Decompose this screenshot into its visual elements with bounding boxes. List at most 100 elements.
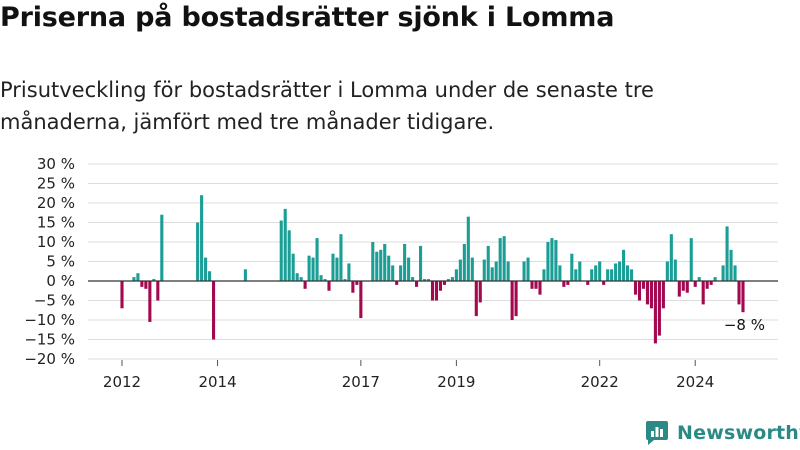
bar bbox=[279, 220, 283, 281]
bar bbox=[629, 269, 634, 281]
x-tick-label: 2012 bbox=[103, 373, 141, 391]
bar bbox=[498, 238, 502, 281]
bar bbox=[152, 279, 156, 281]
bar bbox=[466, 216, 470, 281]
bar bbox=[319, 275, 323, 281]
bar bbox=[430, 281, 435, 301]
bar bbox=[331, 253, 335, 281]
bar bbox=[438, 281, 443, 291]
bar bbox=[434, 281, 439, 301]
y-tick-label: 10 % bbox=[37, 233, 75, 251]
bar bbox=[486, 245, 490, 281]
bar bbox=[578, 261, 582, 281]
bar bbox=[618, 261, 622, 281]
bar bbox=[395, 281, 399, 285]
bar bbox=[355, 281, 359, 285]
bar bbox=[160, 214, 164, 281]
bar bbox=[550, 238, 554, 281]
bar bbox=[299, 277, 303, 281]
bar bbox=[502, 236, 506, 281]
bar bbox=[661, 281, 665, 309]
y-tick-label: 5 % bbox=[46, 253, 75, 271]
bar bbox=[693, 281, 697, 287]
bar bbox=[586, 281, 590, 285]
bar bbox=[287, 230, 291, 281]
last-value-label: −8 % bbox=[724, 316, 765, 334]
bar bbox=[156, 281, 160, 301]
bar bbox=[697, 277, 701, 281]
bar bbox=[474, 281, 478, 317]
bar bbox=[136, 273, 140, 281]
bar bbox=[335, 257, 339, 281]
y-tick-label: −15 % bbox=[24, 331, 75, 349]
bar bbox=[522, 261, 526, 281]
bar bbox=[570, 253, 574, 281]
bar bbox=[725, 226, 729, 281]
chart-title: Priserna på bostadsrätter sjönk i Lomma bbox=[0, 2, 615, 33]
y-tick-label: −20 % bbox=[24, 350, 75, 368]
bar bbox=[446, 279, 450, 281]
y-tick-label: 0 % bbox=[46, 272, 75, 290]
bar bbox=[546, 242, 550, 281]
bar bbox=[403, 243, 407, 281]
bar bbox=[387, 255, 391, 281]
bar bbox=[327, 281, 331, 291]
bar bbox=[641, 281, 646, 289]
bar bbox=[426, 279, 431, 281]
bar bbox=[574, 269, 578, 281]
bar bbox=[379, 249, 383, 281]
bar bbox=[243, 269, 247, 281]
x-tick-label: 2014 bbox=[198, 373, 236, 391]
x-tick-label: 2017 bbox=[342, 373, 380, 391]
bar bbox=[721, 265, 725, 281]
bar bbox=[132, 277, 136, 281]
chart-subtitle: Prisutveckling för bostadsrätter i Lomma… bbox=[0, 78, 654, 134]
bar bbox=[709, 281, 713, 285]
y-tick-label: 20 % bbox=[37, 194, 75, 212]
bar bbox=[454, 269, 458, 281]
bar bbox=[120, 281, 124, 309]
bar bbox=[733, 265, 737, 281]
bar bbox=[212, 281, 216, 340]
bar bbox=[208, 271, 212, 281]
bar bbox=[315, 238, 319, 281]
bar bbox=[399, 265, 403, 281]
bar bbox=[538, 281, 542, 295]
bar bbox=[295, 273, 299, 281]
bar bbox=[407, 257, 411, 281]
bar bbox=[566, 281, 570, 285]
bar bbox=[741, 281, 745, 313]
bar bbox=[657, 281, 661, 336]
bar bbox=[375, 251, 379, 281]
x-tick-label: 2022 bbox=[581, 373, 619, 391]
bar bbox=[359, 281, 363, 319]
bar bbox=[200, 195, 204, 281]
bar bbox=[196, 222, 200, 281]
brand-name: Newsworthy bbox=[677, 422, 800, 444]
bar bbox=[602, 281, 606, 285]
bar bbox=[351, 281, 355, 293]
bar bbox=[622, 249, 626, 281]
bar bbox=[665, 261, 669, 281]
bar bbox=[729, 249, 733, 281]
bar bbox=[737, 281, 741, 305]
bar bbox=[343, 279, 347, 281]
y-tick-label: 25 % bbox=[37, 175, 75, 193]
bar bbox=[689, 238, 693, 281]
bar bbox=[391, 265, 395, 281]
bar bbox=[645, 281, 650, 305]
bar bbox=[669, 234, 673, 281]
bar bbox=[637, 281, 642, 301]
bar bbox=[347, 263, 351, 281]
bar bbox=[339, 234, 343, 281]
bar bbox=[383, 243, 387, 281]
bar bbox=[701, 281, 705, 305]
bar bbox=[590, 269, 594, 281]
bar bbox=[506, 261, 510, 281]
bar bbox=[311, 257, 315, 281]
bar bbox=[458, 259, 462, 281]
y-tick-label: 30 % bbox=[37, 155, 75, 173]
bar bbox=[323, 279, 327, 281]
bar bbox=[415, 281, 419, 287]
